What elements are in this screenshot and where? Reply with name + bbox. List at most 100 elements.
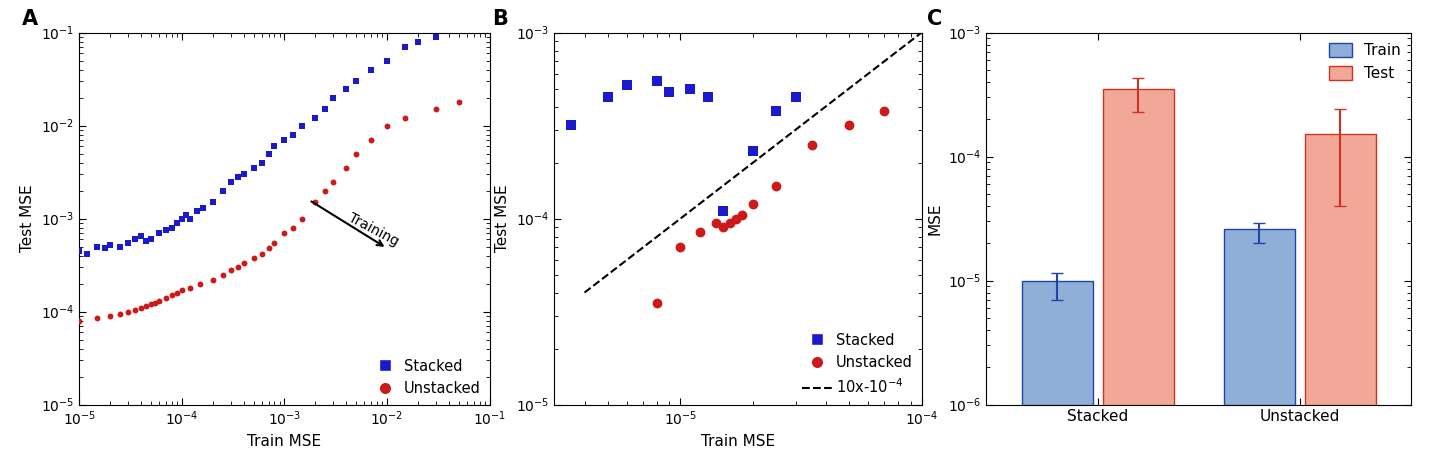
- Point: [264, 142, 287, 150]
- Point: [144, 299, 167, 306]
- Point: [406, 38, 429, 45]
- Point: [304, 114, 327, 122]
- Point: [124, 235, 147, 243]
- Point: [711, 207, 734, 214]
- Point: [256, 245, 279, 252]
- Point: [304, 199, 327, 206]
- Point: [765, 107, 788, 114]
- Point: [724, 215, 747, 222]
- Point: [130, 232, 153, 239]
- Point: [678, 85, 701, 92]
- Bar: [1022, 280, 1093, 405]
- Point: [670, 244, 693, 251]
- Point: [135, 302, 158, 310]
- Point: [615, 82, 638, 89]
- Point: [94, 245, 117, 252]
- Point: [160, 292, 183, 299]
- Point: [314, 187, 337, 194]
- Point: [281, 131, 304, 138]
- Point: [251, 250, 274, 257]
- Point: [697, 93, 720, 101]
- Point: [704, 219, 727, 226]
- Point: [212, 187, 235, 194]
- Point: [274, 229, 297, 237]
- Legend: Train, Test: Train, Test: [1322, 37, 1407, 87]
- Point: [742, 200, 765, 207]
- X-axis label: Train MSE: Train MSE: [248, 433, 321, 449]
- Point: [76, 250, 99, 257]
- Point: [393, 114, 416, 122]
- Point: [108, 243, 131, 250]
- Point: [192, 204, 215, 212]
- Point: [86, 314, 109, 322]
- Point: [232, 171, 255, 178]
- Point: [226, 264, 249, 271]
- X-axis label: Train MSE: Train MSE: [701, 433, 775, 449]
- Y-axis label: MSE: MSE: [927, 202, 943, 235]
- Point: [98, 312, 121, 319]
- Y-axis label: Test MSE: Test MSE: [20, 185, 36, 252]
- Point: [783, 93, 806, 101]
- Point: [801, 141, 824, 148]
- Point: [688, 228, 711, 235]
- Point: [147, 297, 170, 305]
- Point: [170, 215, 193, 222]
- Point: [645, 299, 668, 307]
- Point: [360, 136, 383, 144]
- Point: [264, 239, 287, 246]
- Point: [117, 308, 140, 315]
- Point: [360, 66, 383, 73]
- Point: [166, 219, 189, 226]
- Point: [68, 317, 91, 324]
- Text: Training: Training: [346, 211, 402, 249]
- Bar: [1103, 89, 1174, 405]
- Point: [873, 107, 896, 114]
- Text: A: A: [22, 9, 37, 29]
- Point: [730, 211, 753, 219]
- Point: [711, 223, 734, 231]
- Point: [124, 306, 147, 313]
- Y-axis label: Test MSE: Test MSE: [495, 185, 511, 252]
- Point: [251, 159, 274, 166]
- Legend: Stacked, Unstacked: Stacked, Unstacked: [364, 352, 487, 402]
- Point: [838, 121, 861, 128]
- Point: [202, 199, 225, 206]
- Point: [242, 164, 265, 172]
- Legend: Stacked, Unstacked, 10x-10$^{-4}$: Stacked, Unstacked, 10x-10$^{-4}$: [796, 327, 919, 402]
- Point: [334, 164, 357, 172]
- Point: [448, 98, 471, 106]
- Point: [425, 33, 448, 40]
- Point: [344, 78, 367, 85]
- Text: B: B: [492, 9, 508, 29]
- Point: [765, 182, 788, 190]
- Point: [189, 280, 212, 287]
- Point: [179, 284, 202, 292]
- Point: [160, 224, 183, 231]
- Point: [314, 106, 337, 113]
- Point: [98, 241, 121, 249]
- Point: [596, 93, 619, 101]
- Point: [154, 226, 177, 234]
- Point: [425, 106, 448, 113]
- Point: [154, 294, 177, 302]
- Point: [291, 215, 314, 222]
- Point: [376, 122, 399, 129]
- Point: [219, 178, 242, 185]
- Point: [226, 173, 249, 181]
- Point: [281, 224, 304, 231]
- Point: [321, 94, 344, 101]
- Point: [202, 276, 225, 284]
- Point: [117, 239, 140, 246]
- Point: [393, 43, 416, 51]
- Point: [645, 77, 668, 85]
- Bar: [1224, 229, 1295, 405]
- Point: [344, 150, 367, 157]
- Point: [170, 286, 193, 294]
- Point: [242, 254, 265, 261]
- Point: [108, 310, 131, 317]
- Point: [291, 122, 314, 129]
- Point: [86, 243, 109, 250]
- Point: [321, 178, 344, 185]
- Point: [658, 88, 681, 96]
- Point: [179, 215, 202, 222]
